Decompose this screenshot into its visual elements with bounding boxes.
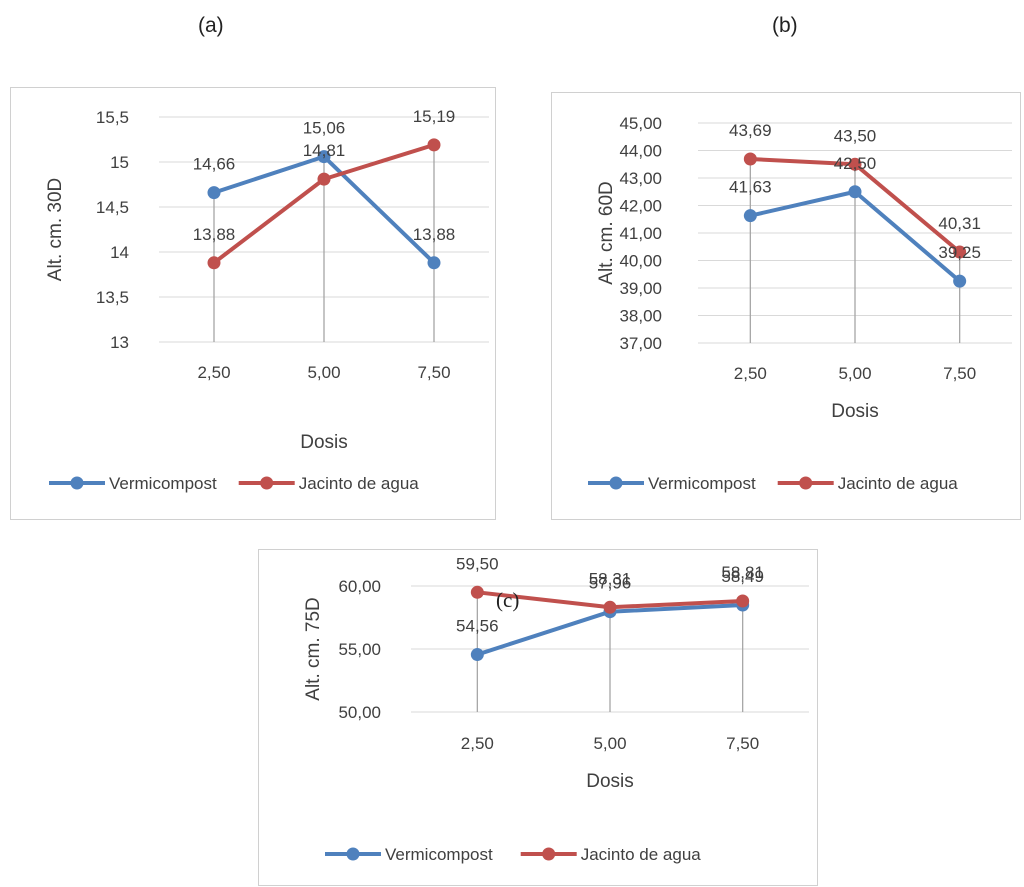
y-tick-label: 50,00 [338, 703, 381, 722]
data-label: 14,81 [303, 141, 346, 160]
legend-marker [260, 476, 274, 490]
data-label: 39,25 [938, 243, 981, 262]
data-point [470, 648, 484, 662]
data-label: 15,19 [413, 107, 456, 126]
y-tick-label: 38,00 [619, 307, 662, 326]
legend-marker [799, 476, 813, 490]
data-label: 14,66 [193, 155, 236, 174]
x-axis-title: Dosis [831, 401, 879, 422]
panel-label-a: (a) [198, 14, 224, 37]
y-tick-label: 44,00 [619, 142, 662, 161]
y-axis-title: Alt. cm. 75D [303, 597, 324, 700]
data-label: 13,88 [413, 225, 456, 244]
legend-marker [70, 476, 84, 490]
y-tick-label: 13 [110, 333, 129, 352]
x-axis-title: Dosis [300, 432, 348, 453]
panel-label-c: (c) [496, 588, 520, 612]
chart-b-frame: 37,00 38,00 39,00 40,00 41,00 42,00 43,00 44,00… [551, 92, 1021, 520]
data-label: 43,50 [834, 126, 877, 145]
data-label: 58,81 [721, 563, 764, 582]
data-point [743, 209, 757, 223]
panel-label-b: (b) [772, 14, 798, 37]
legend-label: Jacinto de agua [299, 474, 420, 493]
y-tick-label: 41,00 [619, 224, 662, 243]
data-point [848, 185, 862, 199]
data-point [743, 152, 757, 166]
chart-a-frame: 13 13,5 14 14,5 15 15,5 2,50 5,00 7,50 Dosis Alt. … [10, 87, 496, 520]
y-tick-label: 43,00 [619, 169, 662, 188]
legend-label: Vermicompost [385, 845, 493, 864]
data-label: 40,31 [938, 214, 981, 233]
data-point [736, 594, 750, 608]
data-label: 59,50 [456, 554, 499, 573]
data-label: 42,50 [834, 154, 877, 173]
x-tick-label: 2,50 [734, 364, 767, 383]
data-label: 57,96 [589, 574, 632, 593]
y-axis-title: Alt. cm. 30D [45, 178, 66, 281]
legend-label: Vermicompost [648, 474, 756, 493]
x-tick-label: 7,50 [943, 364, 976, 383]
y-tick-label: 39,00 [619, 279, 662, 298]
y-tick-label: 40,00 [619, 252, 662, 271]
data-label: 15,06 [303, 119, 346, 138]
y-tick-label: 13,5 [96, 288, 129, 307]
data-point [207, 186, 221, 200]
x-tick-label: 5,00 [838, 364, 871, 383]
y-tick-label: 37,00 [619, 334, 662, 353]
y-tick-label: 60,00 [338, 577, 381, 596]
data-point [317, 150, 331, 164]
data-label: 58,49 [721, 567, 764, 586]
data-point [427, 256, 441, 270]
data-point [953, 245, 967, 259]
y-axis-title: Alt. cm. 60D [596, 181, 617, 284]
legend-marker [542, 847, 556, 861]
x-tick-label: 5,00 [593, 734, 626, 753]
y-tick-label: 14 [110, 243, 129, 262]
data-point [317, 172, 331, 186]
x-tick-label: 2,50 [461, 734, 494, 753]
y-tick-label: 55,00 [338, 640, 381, 659]
x-tick-label: 7,50 [726, 734, 759, 753]
y-tick-label: 15,5 [96, 108, 129, 127]
legend-marker [609, 476, 623, 490]
x-tick-label: 5,00 [307, 363, 340, 382]
legend-label: Jacinto de agua [838, 474, 959, 493]
data-point [427, 138, 441, 152]
legend-label: Vermicompost [109, 474, 217, 493]
y-tick-label: 14,5 [96, 198, 129, 217]
legend-label: Jacinto de agua [581, 845, 702, 864]
chart-a: 13 13,5 14 14,5 15 15,5 2,50 5,00 7,50 Dosis Alt. … [45, 107, 489, 493]
data-point [848, 157, 862, 171]
x-tick-label: 2,50 [197, 363, 230, 382]
x-tick-label: 7,50 [417, 363, 450, 382]
x-axis-title: Dosis [586, 771, 634, 792]
y-tick-label: 42,00 [619, 197, 662, 216]
data-label: 41,63 [729, 178, 772, 197]
data-label: 13,88 [193, 225, 236, 244]
chart-c: 50,00 55,00 60,00 2,50 5,00 7,50 Dosis Alt. cm.… [303, 554, 809, 864]
y-tick-label: 15 [110, 153, 129, 172]
chart-c-frame: 50,00 55,00 60,00 2,50 5,00 7,50 Dosis Alt. cm.… [258, 549, 818, 886]
y-tick-label: 45,00 [619, 114, 662, 133]
legend-marker [346, 847, 360, 861]
data-point [207, 256, 221, 270]
data-point [603, 600, 617, 614]
chart-b: 37,00 38,00 39,00 40,00 41,00 42,00 43,00 44,00… [588, 114, 1012, 493]
data-label: 43,69 [729, 121, 772, 140]
data-point [470, 585, 484, 599]
data-label: 58,31 [589, 569, 632, 588]
data-point [953, 274, 967, 288]
data-label: 54,56 [456, 617, 499, 636]
